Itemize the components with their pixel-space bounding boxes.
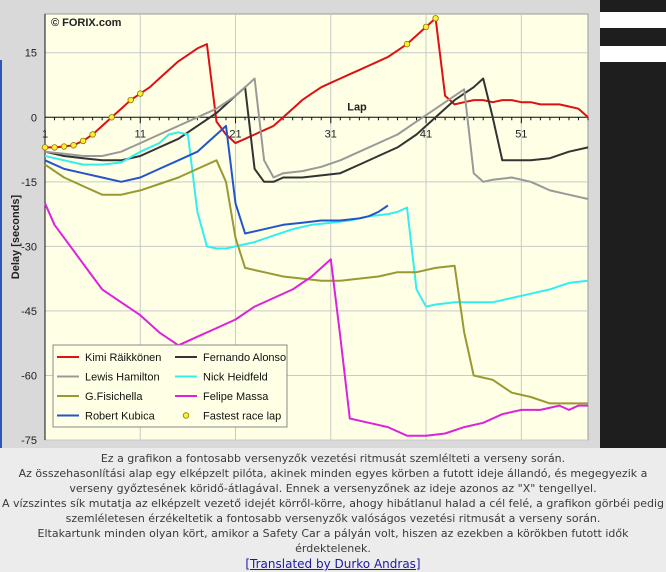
window-edge <box>0 60 2 448</box>
translator-link[interactable]: [Translated by Durko Andras] <box>245 557 421 571</box>
caption-line-1: Ez a grafikon a fontosabb versenyzők vez… <box>100 452 566 465</box>
y-tick-label: -75 <box>21 435 37 447</box>
fastest-lap-point <box>89 131 96 138</box>
legend-swatch <box>182 412 190 419</box>
y-tick-label: -30 <box>21 241 37 253</box>
right-sidebar <box>600 0 666 448</box>
fastest-lap-point <box>108 114 115 121</box>
legend-box <box>52 344 288 428</box>
legend-label: Lewis Hamilton <box>85 372 160 384</box>
legend: Kimi Räikkönen Fernando Alonso Lewis Hamil… <box>52 344 288 428</box>
x-tick-label: 41 <box>420 128 432 140</box>
legend-label: Felipe Massa <box>203 391 269 403</box>
legend-label: Fastest race lap <box>203 411 281 423</box>
legend-label: Fernando Alonso <box>203 352 286 364</box>
y-tick-label: -60 <box>21 370 37 382</box>
x-tick-label: 31 <box>325 128 337 140</box>
fastest-lap-point <box>137 90 144 97</box>
fastest-lap-point <box>422 23 430 31</box>
caption-line-2: Az összehasonlítási alap egy elképzelt p… <box>18 467 648 495</box>
legend-label: Nick Heidfeld <box>203 372 268 384</box>
fastest-lap-point <box>60 143 68 150</box>
axes: 150-15-30-45-60-7511121314151 <box>21 14 589 447</box>
fastest-lap-point <box>432 15 439 22</box>
series-line-4 <box>44 159 588 405</box>
series-line-5 <box>44 202 588 437</box>
legend-label: G.Fisichella <box>85 391 143 403</box>
fastest-lap-point <box>79 137 87 145</box>
series-line-3 <box>44 131 589 308</box>
x-tick-label: 21 <box>229 128 241 140</box>
legend-label: Robert Kubica <box>85 411 156 423</box>
y-tick-label: 0 <box>31 112 37 124</box>
series-line-6 <box>44 124 389 235</box>
fastest-lap-point <box>127 96 134 104</box>
fastest-lap-point <box>51 144 58 151</box>
x-tick-label: 51 <box>515 128 527 140</box>
caption-line-3: A vízszintes sík mutatja az elképzelt ve… <box>1 497 665 525</box>
series-line-2 <box>44 77 589 200</box>
fastest-lap-point <box>403 40 411 48</box>
series-lines <box>44 17 589 437</box>
series-line-1 <box>44 77 589 183</box>
y-tick-label: 15 <box>25 48 37 60</box>
fastest-lap-point <box>41 144 49 151</box>
fastest-lap-point <box>70 142 77 149</box>
y-tick-label: -15 <box>21 177 37 189</box>
caption: Ez a grafikon a fontosabb versenyzők vez… <box>0 448 666 572</box>
y-axis-label: Delay [seconds] <box>10 194 22 279</box>
caption-line-4: Eltakartunk minden olyan kört, amikor a … <box>37 527 629 555</box>
sidebar-bar-2 <box>600 46 666 62</box>
series-line-0 <box>45 17 589 149</box>
chart: 150-15-30-45-60-7511121314151 © FORIX.co… <box>10 13 589 447</box>
y-tick-label: -45 <box>21 306 37 318</box>
x-tick-label: 11 <box>135 128 146 140</box>
fastest-lap-markers <box>41 15 439 151</box>
x-axis-label: Lap <box>347 101 367 113</box>
watermark: © FORIX.com <box>51 17 122 29</box>
legend-label: Kimi Räikkönen <box>85 352 161 364</box>
sidebar-bar-1 <box>600 12 666 28</box>
